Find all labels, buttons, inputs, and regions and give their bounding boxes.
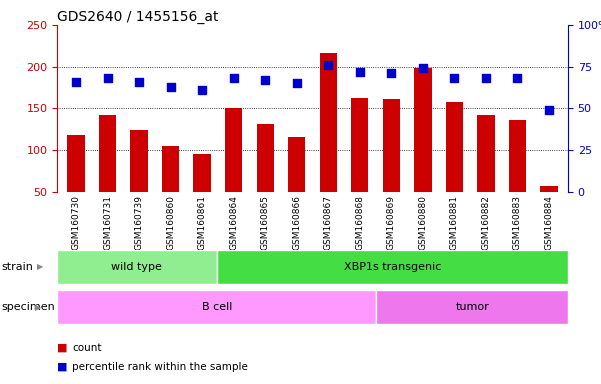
Bar (383, 99, 400, 192)
Text: XBP1s transgenic: XBP1s transgenic (344, 262, 441, 272)
Text: percentile rank within the sample: percentile rank within the sample (72, 362, 248, 372)
Text: GDS2640 / 1455156_at: GDS2640 / 1455156_at (57, 10, 219, 24)
Text: GSM160866: GSM160866 (292, 195, 301, 250)
Text: strain: strain (1, 262, 33, 272)
Text: GSM160869: GSM160869 (387, 195, 396, 250)
Text: ▶: ▶ (37, 262, 44, 271)
Text: count: count (72, 343, 102, 353)
Text: ▶: ▶ (35, 303, 41, 312)
Bar (257, 124, 274, 192)
Text: GSM160880: GSM160880 (418, 195, 427, 250)
Text: GSM160883: GSM160883 (513, 195, 522, 250)
Text: wild type: wild type (111, 262, 162, 272)
Bar (376, 290, 568, 324)
Bar (99, 115, 116, 192)
Bar (162, 146, 179, 192)
Point (197, 87, 207, 93)
Bar (225, 109, 242, 192)
Point (450, 75, 459, 81)
Point (545, 107, 554, 113)
Text: GSM160884: GSM160884 (545, 195, 554, 250)
Bar (446, 102, 463, 192)
Text: GSM160882: GSM160882 (481, 195, 490, 250)
Point (481, 75, 491, 81)
Text: tumor: tumor (456, 302, 489, 312)
Bar (351, 98, 368, 192)
Bar (477, 115, 495, 192)
Bar (414, 68, 432, 192)
Point (513, 75, 522, 81)
Text: GSM160739: GSM160739 (135, 195, 144, 250)
Text: GSM160861: GSM160861 (198, 195, 207, 250)
Text: ■: ■ (57, 362, 67, 372)
Point (355, 69, 365, 75)
Text: GSM160865: GSM160865 (261, 195, 270, 250)
Point (134, 79, 144, 85)
Text: specimen: specimen (1, 302, 55, 312)
Bar (509, 120, 526, 192)
Bar (320, 53, 337, 192)
Point (166, 84, 175, 90)
Point (229, 75, 239, 81)
Point (386, 70, 396, 76)
Bar (540, 186, 558, 192)
Point (418, 65, 428, 71)
Bar (67, 135, 85, 192)
Bar (288, 137, 305, 192)
Bar (217, 250, 568, 284)
Text: GSM160881: GSM160881 (450, 195, 459, 250)
Bar (57, 250, 217, 284)
Text: GSM160864: GSM160864 (229, 195, 238, 250)
Point (260, 77, 270, 83)
Text: ■: ■ (57, 343, 67, 353)
Text: GSM160731: GSM160731 (103, 195, 112, 250)
Point (103, 75, 112, 81)
Bar (194, 154, 211, 192)
Bar (57, 290, 376, 324)
Text: GSM160867: GSM160867 (324, 195, 333, 250)
Text: B cell: B cell (201, 302, 232, 312)
Bar (130, 130, 148, 192)
Point (71, 79, 81, 85)
Point (323, 62, 333, 68)
Text: GSM160860: GSM160860 (166, 195, 175, 250)
Point (292, 80, 302, 86)
Text: GSM160730: GSM160730 (72, 195, 81, 250)
Text: GSM160868: GSM160868 (355, 195, 364, 250)
